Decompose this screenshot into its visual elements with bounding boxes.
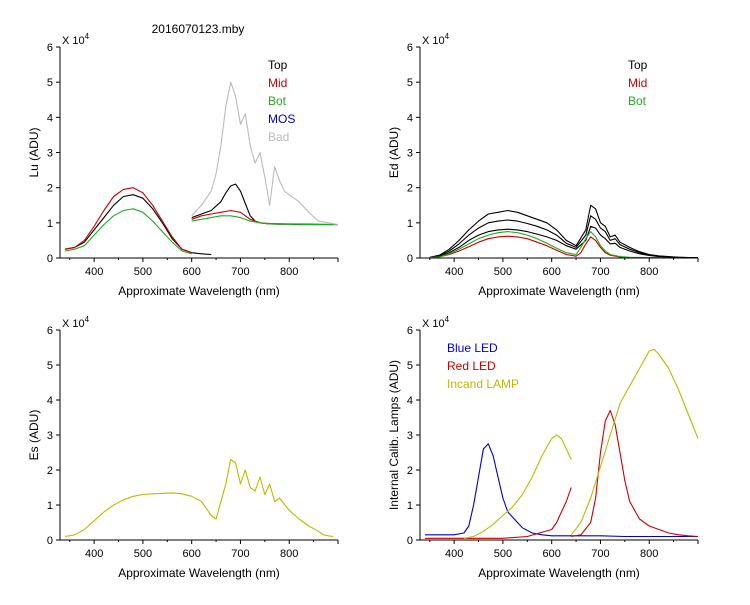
series-blue-led-line xyxy=(424,443,698,538)
series-bot-line xyxy=(429,231,698,259)
y-tick-label: 4 xyxy=(47,395,53,407)
y-tick-label: 4 xyxy=(407,112,413,124)
y-tick-label: 2 xyxy=(47,465,53,477)
legend-entry-blue-led: Blue LED xyxy=(447,341,498,355)
x-tick-label: 800 xyxy=(640,548,658,560)
legend-entry-bad: Bad xyxy=(268,130,289,144)
series-red-led-line xyxy=(571,409,699,538)
y-tick-label: 0 xyxy=(47,253,53,265)
y-tick-label: 3 xyxy=(47,430,53,442)
y-tick-label: 5 xyxy=(407,77,413,89)
legend-entry-bot: Bot xyxy=(628,94,647,108)
x-tick-label: 500 xyxy=(494,548,512,560)
y-tick-label: 0 xyxy=(407,535,413,547)
exponent-power: 4 xyxy=(85,32,90,41)
chart-lu: 0 1 2 3 4 5 6 400 500 600 700 800 X 104 Approximate W… xyxy=(27,32,339,298)
x-tick-label: 600 xyxy=(543,548,561,560)
y-axis-label: Lu (ADU) xyxy=(27,127,41,177)
y-tick-label: 5 xyxy=(47,77,53,89)
y-tick-label: 3 xyxy=(47,148,53,160)
y-tick-label: 0 xyxy=(47,535,53,547)
y-tick-label: 6 xyxy=(407,42,413,54)
x-tick-label: 800 xyxy=(280,548,298,560)
x-axis-label: Approximate Wavelength (nm) xyxy=(478,284,640,298)
legend-entry-bot: Bot xyxy=(268,94,287,108)
series-mid-line xyxy=(64,187,192,254)
y-tick-label: 2 xyxy=(407,465,413,477)
x-tick-label: 400 xyxy=(85,548,103,560)
chart-ed: 0 1 2 3 4 5 6 400 500 600 700 800 X 104 Approximate W… xyxy=(387,32,699,298)
x-tick-label: 700 xyxy=(591,266,609,278)
x-tick-label: 400 xyxy=(85,266,103,278)
x-tick-label: 500 xyxy=(494,266,512,278)
x-tick-label: 400 xyxy=(445,266,463,278)
x-tick-label: 600 xyxy=(183,548,201,560)
y-tick-label: 5 xyxy=(47,360,53,372)
series-top-line xyxy=(429,204,698,259)
y-axis-label: Internal Calib. Lamps (ADU) xyxy=(387,360,401,510)
series-bot-line xyxy=(191,215,338,226)
x-tick-label: 800 xyxy=(280,266,298,278)
y-tick-label: 3 xyxy=(407,430,413,442)
y-tick-label: 4 xyxy=(407,395,413,407)
chart-lamps: 0 1 2 3 4 5 6 400 500 600 700 800 X 104 Approximate W… xyxy=(387,315,699,580)
y-tick-label: 4 xyxy=(47,112,53,124)
legend-entry-mid: Mid xyxy=(628,76,647,90)
series-incand-lamp-line xyxy=(463,434,572,539)
legend-entry-mid: Mid xyxy=(268,76,287,90)
exponent-label: X 104 xyxy=(62,315,90,330)
legend-entry-top: Top xyxy=(268,58,288,72)
x-tick-label: 600 xyxy=(183,266,201,278)
series-top-line xyxy=(429,225,698,259)
series-red-led-line xyxy=(424,487,572,539)
series-top-line xyxy=(64,194,212,256)
legend-entry-mos: MOS xyxy=(268,112,295,126)
y-tick-label: 1 xyxy=(407,218,413,230)
series-bot-line xyxy=(64,208,192,255)
y-tick-label: 3 xyxy=(407,148,413,160)
x-axis-label: Approximate Wavelength (nm) xyxy=(118,566,280,580)
x-tick-label: 500 xyxy=(134,548,152,560)
y-axis-label: Es (ADU) xyxy=(27,410,41,461)
chart-es: 0 1 2 3 4 5 6 400 500 600 700 800 X 104 Approximate W… xyxy=(27,315,339,580)
y-tick-label: 2 xyxy=(407,183,413,195)
y-tick-label: 6 xyxy=(47,42,53,54)
exponent-label: X 104 xyxy=(422,315,450,330)
x-tick-label: 600 xyxy=(543,266,561,278)
y-tick-label: 6 xyxy=(407,325,413,337)
y-axis-label: Ed (ADU) xyxy=(387,127,401,178)
x-tick-label: 700 xyxy=(231,548,249,560)
y-tick-label: 1 xyxy=(47,218,53,230)
legend-entry-red-led: Red LED xyxy=(447,359,496,373)
y-tick-label: 1 xyxy=(407,500,413,512)
exponent-power: 4 xyxy=(445,32,450,41)
x-axis-label: Approximate Wavelength (nm) xyxy=(118,284,280,298)
y-tick-label: 1 xyxy=(47,500,53,512)
x-tick-label: 700 xyxy=(591,548,609,560)
legend-entry-incand-lamp: Incand LAMP xyxy=(447,377,519,391)
x-tick-label: 800 xyxy=(640,266,658,278)
exponent-label: X 104 xyxy=(62,32,90,47)
y-tick-label: 2 xyxy=(47,183,53,195)
x-tick-label: 700 xyxy=(231,266,249,278)
exponent-power: 4 xyxy=(85,315,90,324)
y-tick-label: 6 xyxy=(47,325,53,337)
legend-entry-top: Top xyxy=(628,58,648,72)
x-tick-label: 400 xyxy=(445,548,463,560)
exponent-power: 4 xyxy=(445,315,450,324)
figure-title: 2016070123.mby xyxy=(152,22,245,36)
x-axis-label: Approximate Wavelength (nm) xyxy=(478,566,640,580)
y-tick-label: 0 xyxy=(407,253,413,265)
exponent-label: X 104 xyxy=(422,32,450,47)
series-incand-lamp-line xyxy=(570,348,699,536)
series-es-line xyxy=(64,458,334,538)
series-bad-line xyxy=(191,81,339,226)
x-tick-label: 500 xyxy=(134,266,152,278)
y-tick-label: 5 xyxy=(407,360,413,372)
